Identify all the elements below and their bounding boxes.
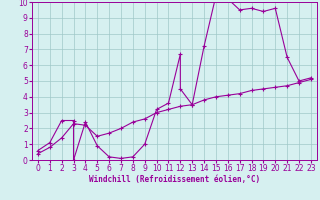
X-axis label: Windchill (Refroidissement éolien,°C): Windchill (Refroidissement éolien,°C)	[89, 175, 260, 184]
